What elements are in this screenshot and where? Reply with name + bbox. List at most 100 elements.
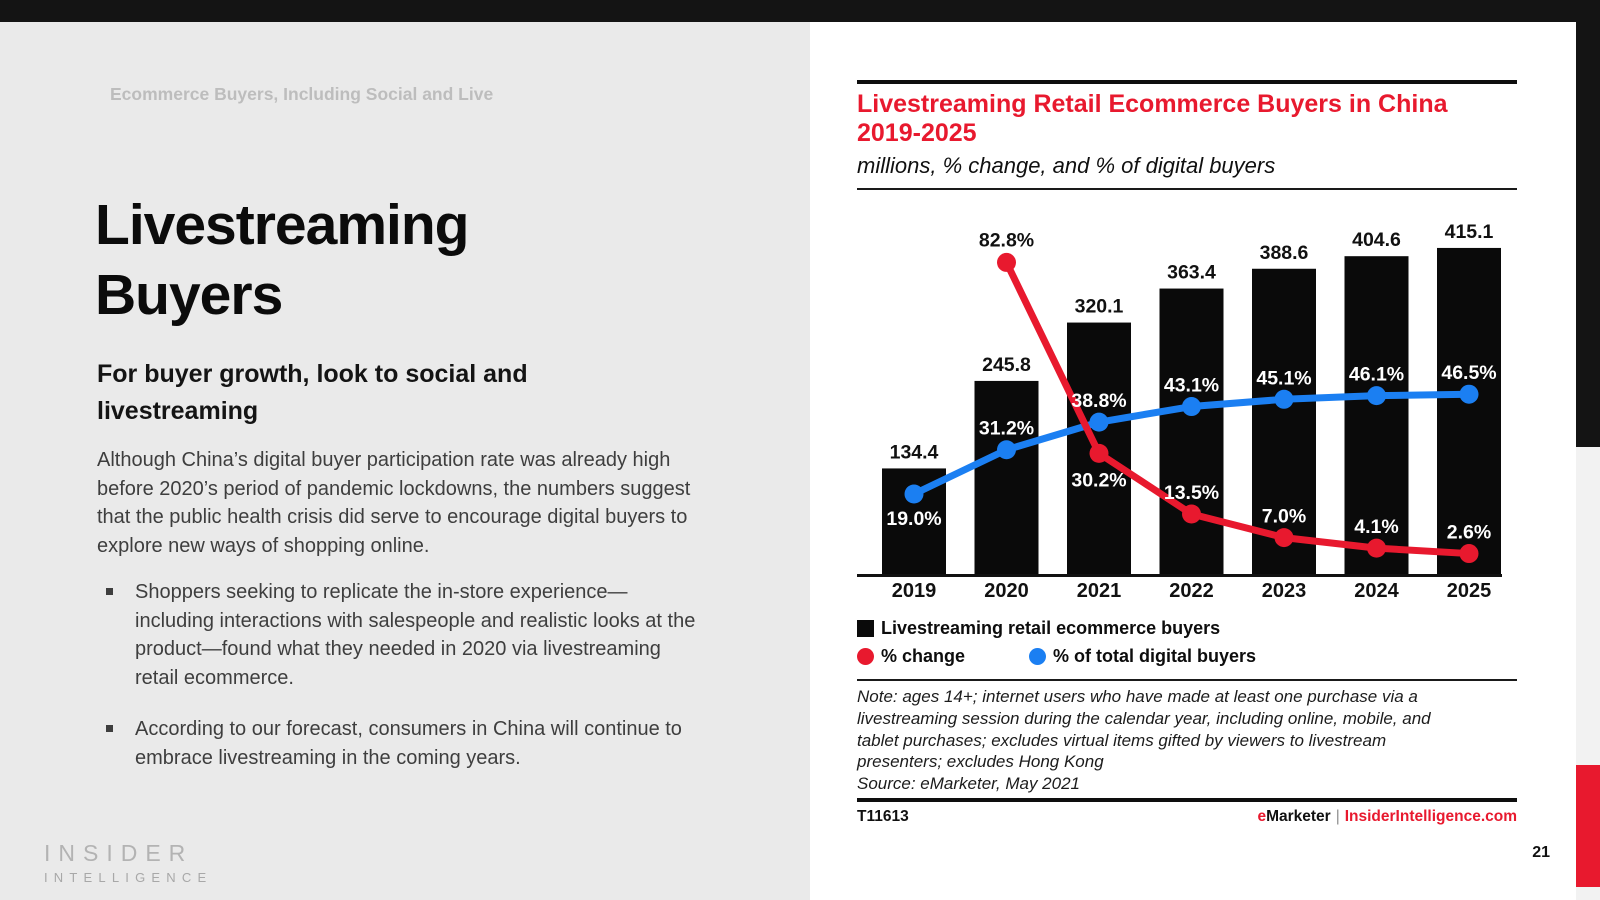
chart-content: Livestreaming Retail Ecommerce Buyers in…	[857, 80, 1517, 826]
pct-digital-label: 46.1%	[1349, 364, 1404, 386]
section-eyebrow: Ecommerce Buyers, Including Social and L…	[110, 84, 494, 104]
legend-item-pct-change: % change	[857, 646, 965, 667]
bullet-text: According to our forecast, consumers in …	[135, 718, 682, 769]
legend-item-bars: Livestreaming retail ecommerce buyers	[857, 618, 1220, 639]
line-dot	[1182, 504, 1201, 524]
bullet-item: Shoppers seeking to replicate the in-sto…	[104, 578, 696, 692]
bar-value-label: 415.1	[1445, 221, 1494, 243]
line-dot	[1274, 528, 1294, 548]
pct-change-label: 4.1%	[1354, 516, 1398, 538]
pct-change-label: 82.8%	[979, 229, 1034, 251]
chart-subtitle-rule	[857, 188, 1517, 190]
pct-change-label: 30.2%	[1071, 469, 1126, 491]
x-axis-year-label: 2021	[1077, 580, 1122, 599]
bar-2022	[1159, 288, 1224, 574]
chart-card: Livestreaming Retail Ecommerce Buyers in…	[810, 22, 1576, 900]
slide-title-line2: Buyers	[95, 263, 283, 327]
line-dot	[1182, 397, 1201, 417]
chart-top-rule	[857, 80, 1517, 84]
logo-intelligence-text: INTELLIGENCE	[44, 870, 213, 885]
bar-value-label: 320.1	[1075, 296, 1124, 318]
pct-change-label: 2.6%	[1447, 522, 1491, 544]
slide-title: Livestreaming Buyers	[95, 190, 469, 330]
footer-rule	[857, 797, 1517, 802]
line-dot	[1367, 386, 1386, 406]
x-axis-year-label: 2019	[892, 580, 937, 599]
chart-subtitle: millions, % change, and % of digital buy…	[857, 153, 1276, 178]
insiderintelligence-link[interactable]: InsiderIntelligence.com	[1344, 807, 1517, 825]
note-line: tablet purchases; excludes virtual items…	[857, 730, 1387, 750]
slide-title-line1: Livestreaming	[95, 193, 469, 257]
bullet-list: Shoppers seeking to replicate the in-sto…	[104, 578, 696, 795]
right-edge-bottom-strip	[1576, 887, 1600, 900]
note-top-rule	[857, 679, 1517, 681]
bar-2020	[974, 380, 1039, 574]
intro-paragraph: Although China’s digital buyer participa…	[97, 449, 691, 557]
emarketer-marketer: Marketer	[1266, 807, 1331, 825]
insider-intelligence-logo: INSIDER INTELLIGENCE	[44, 840, 212, 885]
bullet-item: According to our forecast, consumers in …	[104, 715, 696, 772]
legend-bar-label: Livestreaming retail ecommerce buyers	[881, 617, 1221, 638]
legend-blue-dot-icon	[1029, 647, 1047, 665]
line-dot	[904, 484, 924, 504]
page-number: 21	[1532, 844, 1550, 861]
bullet-square-icon	[106, 725, 113, 732]
top-black-bar	[0, 0, 1600, 22]
right-edge-red-strip	[1576, 765, 1600, 887]
line-dot	[1459, 384, 1479, 404]
logo-insider-text: INSIDER	[44, 840, 194, 866]
legend-pct-change-label: % change	[881, 645, 966, 666]
chart-title: Livestreaming Retail Ecommerce Buyers in…	[857, 90, 1517, 148]
right-edge-black-strip	[1576, 22, 1600, 447]
bars-group: 134.4 245.8 320.1 363.4 388.6 404.6 415.1	[882, 221, 1501, 574]
bar-value-label: 245.8	[982, 354, 1031, 376]
chart-title-line1: Livestreaming Retail Ecommerce Buyers in…	[857, 90, 1448, 118]
bar-value-label: 388.6	[1260, 242, 1309, 264]
note-line: presenters; excludes Hong Kong	[857, 752, 1104, 772]
legend-bar-swatch-icon	[857, 619, 874, 637]
line-dot	[1459, 544, 1479, 564]
legend-pct-digital-label: % of total digital buyers	[1053, 645, 1257, 666]
bullet-square-icon	[106, 588, 113, 595]
bar-value-label: 134.4	[890, 441, 939, 463]
bar-2025	[1437, 247, 1501, 574]
note-line: Note: ages 14+; internet users who have …	[857, 687, 1418, 706]
bar-2024	[1344, 256, 1409, 574]
chart-footer: T11613 eMarketer | InsiderIntelligence.com	[857, 808, 1517, 826]
brand-attribution: eMarketer | InsiderIntelligence.com	[1257, 808, 1517, 826]
chart-legend: Livestreaming retail ecommerce buyers % …	[857, 615, 1517, 669]
bar-value-label: 404.6	[1352, 229, 1401, 251]
pct-change-label: 7.0%	[1262, 506, 1306, 528]
legend-red-dot-icon	[857, 647, 874, 665]
legend-row-lines: % change % of total digital buyers	[857, 643, 1517, 669]
pct-digital-label: 31.2%	[979, 418, 1034, 440]
chart-svg: 134.4 245.8 320.1 363.4 388.6 404.6 415.1 19.0%…	[857, 221, 1502, 599]
pct-digital-label: 45.1%	[1256, 367, 1311, 389]
x-axis-year-label: 2020	[984, 580, 1029, 599]
line-dot	[997, 252, 1016, 272]
line-dot	[1367, 538, 1386, 558]
line-dot	[1089, 443, 1109, 463]
x-axis-year-label: 2025	[1447, 580, 1492, 599]
x-axis-year-label: 2023	[1262, 580, 1307, 599]
chart-title-line2: 2019-2025	[857, 119, 977, 147]
brand-separator: |	[1335, 807, 1340, 825]
slide-subheading: For buyer growth, look to social and liv…	[97, 360, 528, 425]
pct-change-label: 13.5%	[1164, 482, 1219, 504]
pct-digital-label: 38.8%	[1071, 390, 1126, 412]
bullet-text: Shoppers seeking to replicate the in-sto…	[135, 581, 696, 689]
x-axis-year-label: 2024	[1354, 580, 1399, 599]
bar-2023	[1252, 268, 1316, 574]
line-dot	[997, 440, 1016, 460]
legend-row-bars: Livestreaming retail ecommerce buyers	[857, 615, 1517, 641]
pct-digital-label: 19.0%	[886, 508, 941, 530]
source-line: Source: eMarketer, May 2021	[857, 774, 1081, 794]
line-dot	[1089, 412, 1109, 432]
legend-item-pct-digital: % of total digital buyers	[1029, 646, 1256, 667]
slide-text-panel: Ecommerce Buyers, Including Social and L…	[0, 22, 810, 900]
emarketer-e: e	[1257, 807, 1267, 825]
note-line: livestreaming session during the calenda…	[857, 708, 1431, 728]
pct-digital-label: 46.5%	[1441, 362, 1496, 384]
pct-change-line	[1003, 258, 1473, 558]
pct-digital-label: 43.1%	[1164, 375, 1219, 397]
